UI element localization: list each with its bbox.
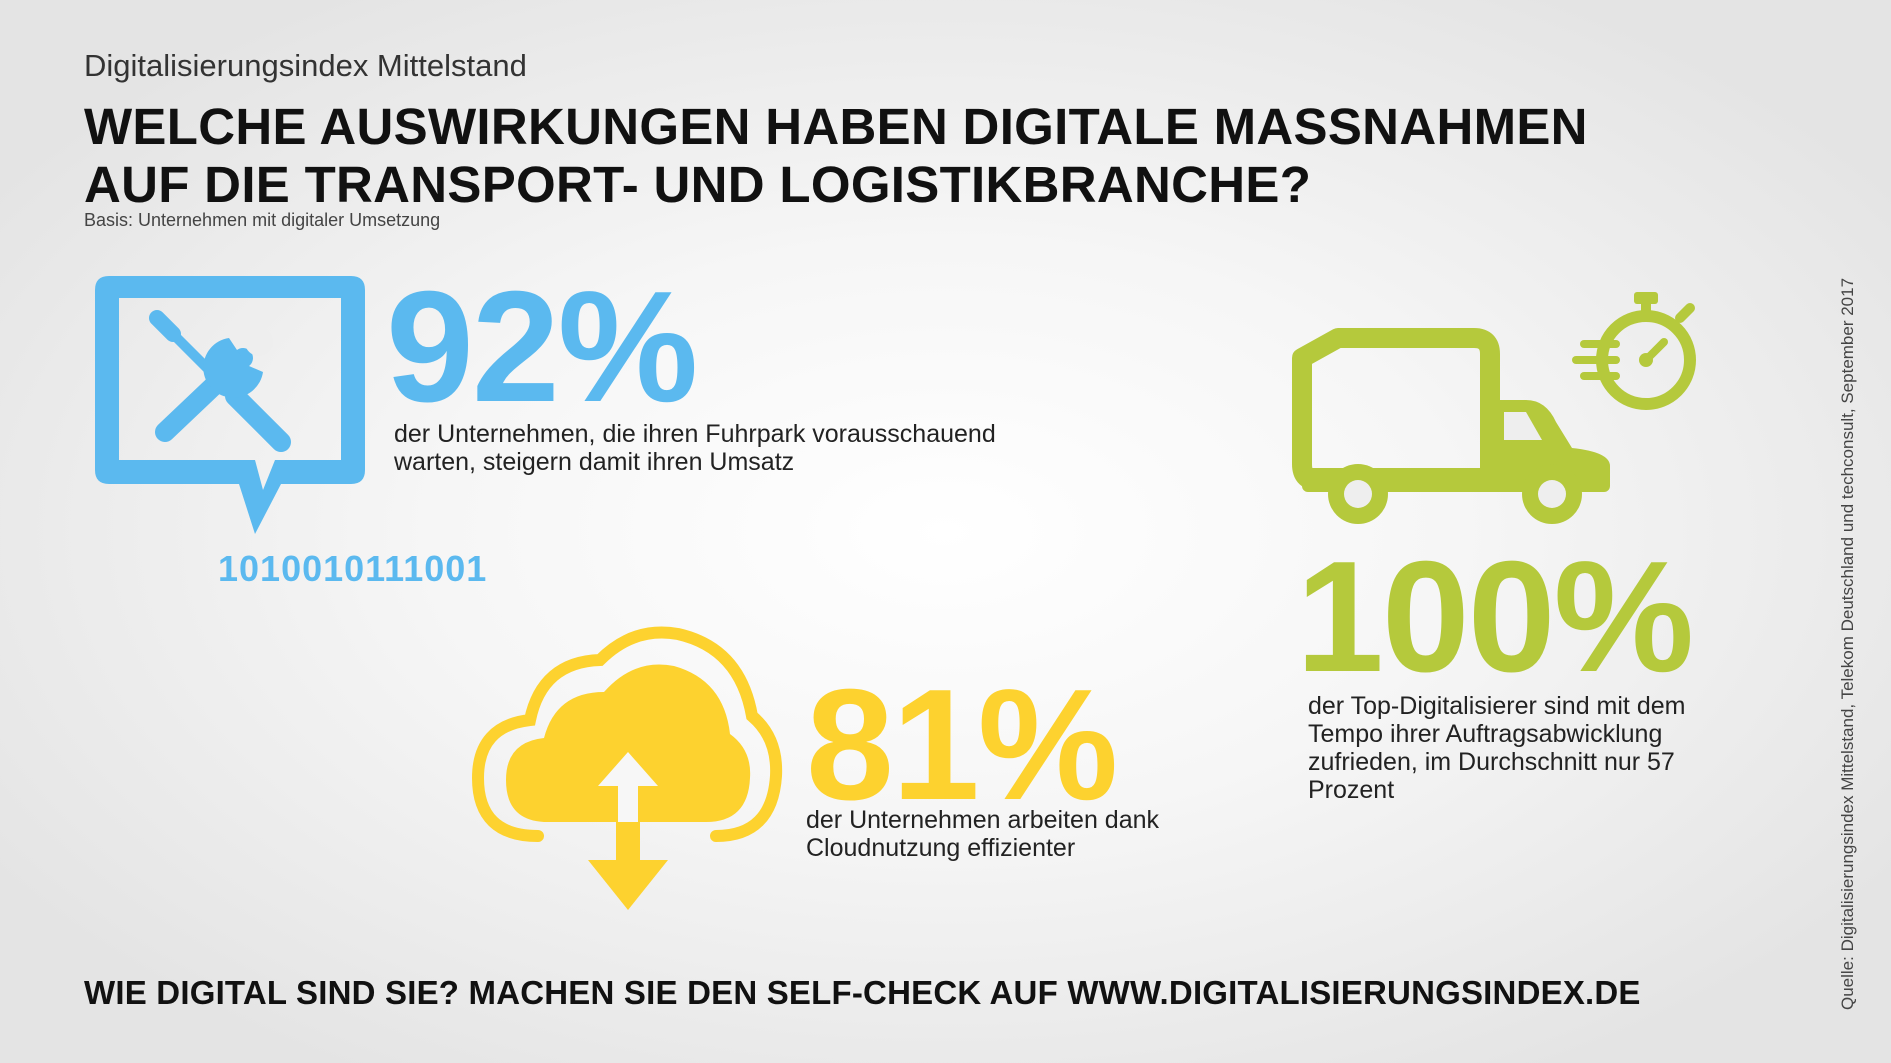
stat-fleet-description: der Unternehmen, die ihren Fuhrpark vora… (394, 420, 996, 476)
source-note: Quelle: Digitalisierungsindex Mittelstan… (1838, 277, 1857, 1010)
cloud-upload-download-icon (471, 626, 783, 910)
page-title: WELCHE AUSWIRKUNGEN HABEN DIGITALE MASSN… (84, 98, 1588, 214)
headline-line-2: AUF DIE TRANSPORT- UND LOGISTIKBRANCHE? (84, 156, 1312, 213)
kicker: Digitalisierungsindex Mittelstand (84, 48, 527, 83)
stat-cloud-description: der Unternehmen arbeiten dank Cloudnutzu… (806, 806, 1160, 862)
stat-speed-value: 100% (1296, 529, 1694, 705)
basis-note: Basis: Unternehmen mit digitaler Umsetzu… (84, 210, 441, 230)
binary-code-label: 1010010111001 (218, 548, 488, 589)
truck-stopwatch-icon (1292, 292, 1696, 524)
wrench-screwdriver-chat-icon (95, 276, 365, 534)
stat-fleet-value: 92% (386, 259, 698, 435)
self-check-cta: WIE DIGITAL SIND SIE? MACHEN SIE DEN SEL… (84, 974, 1641, 1011)
stat-speed-description: der Top-Digitalisierer sind mit dem Temp… (1308, 692, 1686, 804)
headline-line-1: WELCHE AUSWIRKUNGEN HABEN DIGITALE MASSN… (84, 98, 1588, 155)
stat-cloud-value: 81% (806, 657, 1118, 833)
